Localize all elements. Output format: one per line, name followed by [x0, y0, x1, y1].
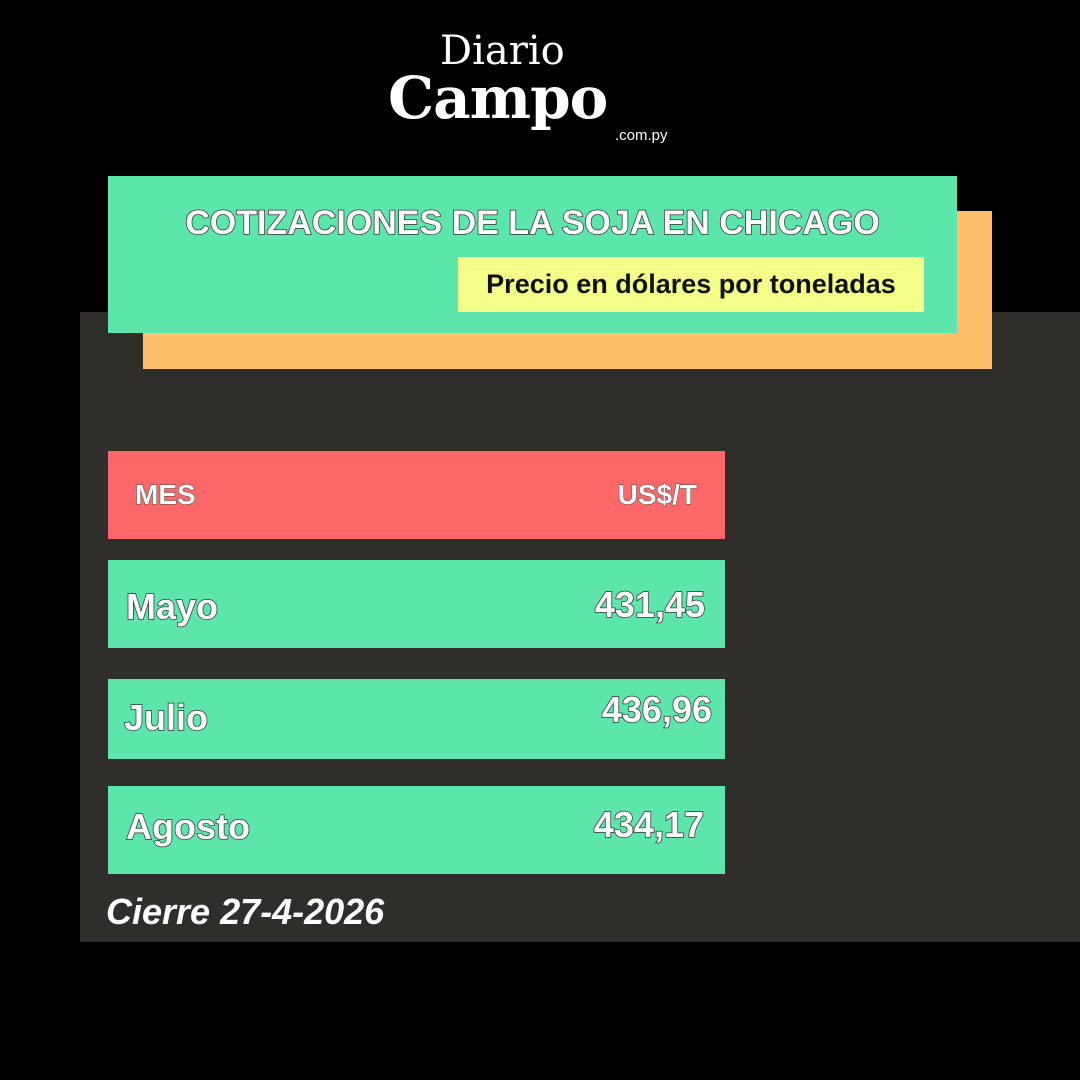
header-month: MES: [135, 479, 197, 511]
table-row: Agosto 434,17: [108, 786, 725, 874]
header-price: US$/T: [617, 479, 697, 511]
logo-line2: Campo: [388, 64, 608, 132]
table-header: MES US$/T: [108, 451, 725, 539]
subtitle: Precio en dólares por toneladas: [458, 257, 924, 312]
closing-date: Cierre 27-4-2026: [105, 891, 385, 933]
row-month: Julio: [123, 696, 209, 739]
table-row: Mayo 431,45: [108, 560, 725, 648]
row-price: 436,96: [601, 688, 713, 731]
table-row: Julio 436,96: [108, 679, 725, 759]
row-month: Mayo: [125, 585, 219, 628]
row-price: 431,45: [594, 583, 706, 626]
logo-line1: Diario: [440, 28, 565, 74]
diariocampo-logo: Diario Campo .com.py: [380, 30, 700, 146]
logo-domain: .com.py: [615, 127, 668, 144]
page-title: COTIZACIONES DE LA SOJA EN CHICAGO: [184, 203, 880, 243]
row-price: 434,17: [593, 803, 705, 846]
row-month: Agosto: [125, 805, 250, 848]
